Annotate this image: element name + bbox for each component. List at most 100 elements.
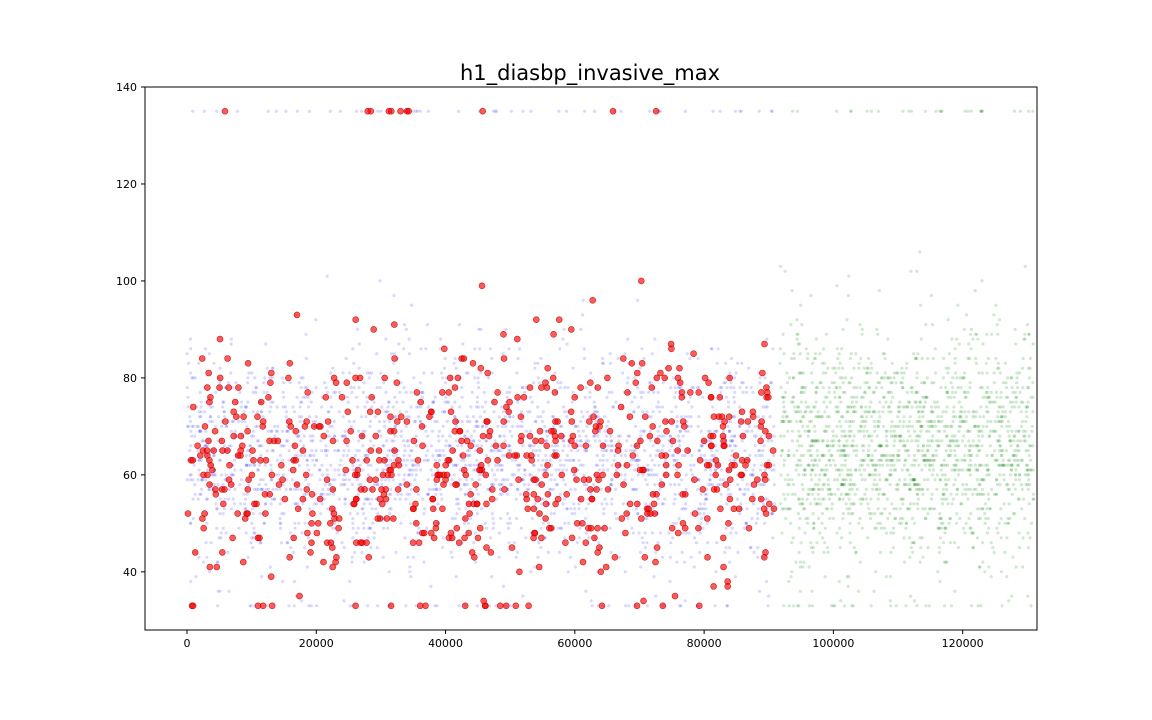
point-train-negative [561, 449, 565, 453]
point-train-negative [711, 109, 715, 113]
point-test [876, 497, 880, 501]
point-train-negative [191, 109, 195, 113]
point-train-negative [448, 434, 452, 438]
point-test [957, 424, 961, 428]
point-train-negative [609, 550, 613, 555]
point-train-negative [683, 415, 687, 419]
point-train-negative [606, 468, 610, 472]
point-train-positive [369, 486, 376, 493]
point-train-positive [224, 447, 231, 454]
point-train-negative [329, 371, 333, 375]
point-train-positive [294, 505, 302, 513]
point-train-negative [189, 579, 193, 584]
point-test [969, 444, 973, 448]
point-test [998, 444, 1002, 448]
point-test [942, 497, 947, 501]
point-train-negative [501, 453, 505, 458]
point-test [781, 400, 786, 404]
point-test [976, 492, 981, 496]
point-train-negative [769, 381, 774, 385]
point-test [886, 376, 890, 380]
point-train-negative [564, 109, 569, 113]
point-train-negative [293, 502, 297, 506]
point-train-negative [422, 511, 426, 516]
point-test [796, 342, 800, 346]
point-test [848, 531, 852, 535]
point-test [990, 453, 994, 458]
point-test [1015, 376, 1019, 380]
point-train-negative [426, 434, 430, 438]
point-train-negative [210, 419, 214, 424]
point-test [813, 458, 818, 462]
point-train-negative [204, 444, 208, 448]
point-test [986, 516, 991, 521]
point-train-negative [419, 419, 423, 424]
point-train-negative [510, 434, 514, 438]
point-test [928, 444, 932, 448]
point-test [980, 507, 985, 511]
point-train-negative [395, 453, 399, 458]
point-train-negative [439, 453, 443, 458]
point-train-negative [709, 347, 713, 351]
point-train-negative [674, 405, 678, 409]
point-train-negative [355, 531, 359, 535]
plot-frame [144, 86, 1038, 631]
point-test [843, 463, 847, 467]
point-train-negative [533, 419, 538, 424]
point-train-negative [678, 429, 683, 433]
point-test [956, 386, 960, 390]
point-test [874, 526, 879, 530]
point-train-negative [699, 444, 704, 448]
point-test [953, 541, 957, 545]
point-train-negative [691, 386, 696, 390]
point-test [827, 458, 831, 462]
point-train-negative [476, 381, 480, 385]
point-test [858, 463, 863, 467]
point-test [1017, 449, 1021, 453]
point-test [801, 371, 805, 375]
point-train-negative [250, 434, 254, 438]
point-train-negative [671, 376, 675, 380]
point-train-negative [293, 521, 297, 525]
point-test [789, 323, 793, 327]
point-train-negative [673, 386, 677, 390]
point-train-positive [483, 500, 490, 508]
point-test [820, 361, 824, 365]
point-train-negative [249, 463, 253, 467]
point-test [977, 439, 981, 443]
point-train-negative [357, 366, 361, 370]
point-test [841, 483, 845, 487]
point-train-negative [422, 560, 426, 564]
point-train-negative [699, 492, 703, 496]
point-train-negative [287, 449, 291, 453]
point-train-positive [279, 476, 286, 484]
y-tick-label: 60 [123, 469, 137, 482]
point-train-negative [455, 463, 459, 467]
point-test [835, 284, 839, 288]
point-test [901, 424, 905, 428]
point-train-negative [568, 555, 573, 559]
point-train-negative [357, 342, 361, 346]
point-train-negative [208, 415, 212, 419]
point-train-positive [488, 495, 496, 503]
point-test [964, 419, 968, 424]
point-train-negative [417, 463, 421, 467]
point-train-negative [520, 424, 524, 428]
point-train-positive [323, 476, 331, 484]
point-train-negative [703, 497, 708, 501]
point-test [888, 483, 892, 487]
point-test [830, 439, 834, 443]
point-train-positive [426, 413, 433, 421]
point-train-negative [444, 381, 448, 385]
point-test [906, 507, 910, 511]
point-test [916, 352, 920, 356]
point-test [836, 410, 840, 414]
point-train-negative [215, 560, 219, 564]
point-train-negative [270, 478, 274, 482]
point-train-negative [566, 458, 570, 462]
point-train-negative [573, 487, 577, 491]
point-test [986, 410, 990, 414]
point-train-positive [587, 486, 594, 493]
point-test [810, 604, 815, 608]
point-train-negative [536, 361, 540, 365]
